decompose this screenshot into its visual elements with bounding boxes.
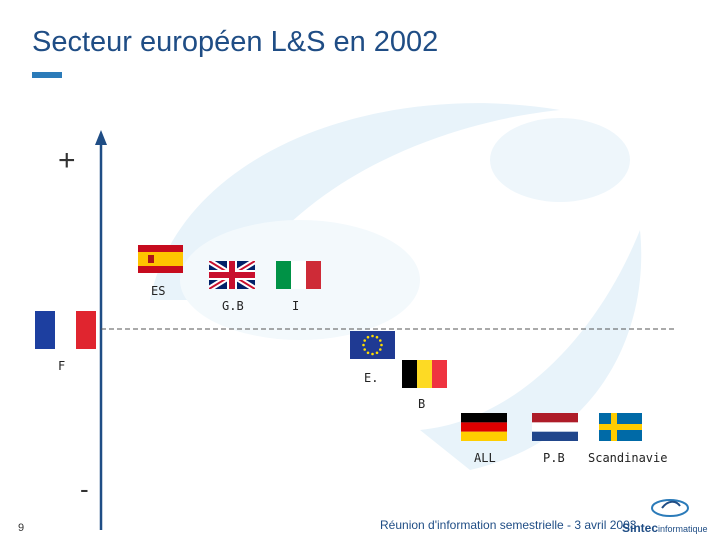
netherlands-flag: [532, 413, 578, 441]
logo-suffix: informatique: [658, 524, 708, 534]
axis-minus-label: -: [80, 474, 89, 504]
logo-text: Sintecinformatique: [622, 521, 708, 535]
sintec-logo: [651, 499, 689, 517]
sweden-flag: [599, 413, 642, 441]
label-e: E.: [364, 371, 379, 385]
eu-flag: [350, 331, 395, 359]
france-flag: [35, 311, 96, 349]
germany-flag: [461, 413, 507, 441]
label-b: B: [418, 397, 426, 411]
label-scandinavie: Scandinavie: [588, 451, 668, 465]
page-number: 9: [18, 522, 25, 534]
title-underline: [32, 72, 62, 78]
label-i: I: [292, 299, 300, 313]
italy-flag: [276, 261, 321, 289]
label-pb: P.B: [543, 451, 565, 465]
belgium-flag: [402, 360, 447, 388]
label-all: ALL: [474, 451, 496, 465]
footer-text: Réunion d'information semestrielle - 3 a…: [380, 518, 637, 532]
spain-flag: [138, 245, 183, 273]
label-gb: G.B: [222, 299, 244, 313]
axis-plus-label: +: [58, 144, 76, 177]
label-es: ES: [151, 284, 166, 298]
slide-title: Secteur européen L&S en 2002: [32, 26, 439, 58]
uk-flag: [209, 261, 255, 289]
label-f: F: [58, 359, 66, 373]
logo-brand: Sintec: [622, 521, 659, 535]
